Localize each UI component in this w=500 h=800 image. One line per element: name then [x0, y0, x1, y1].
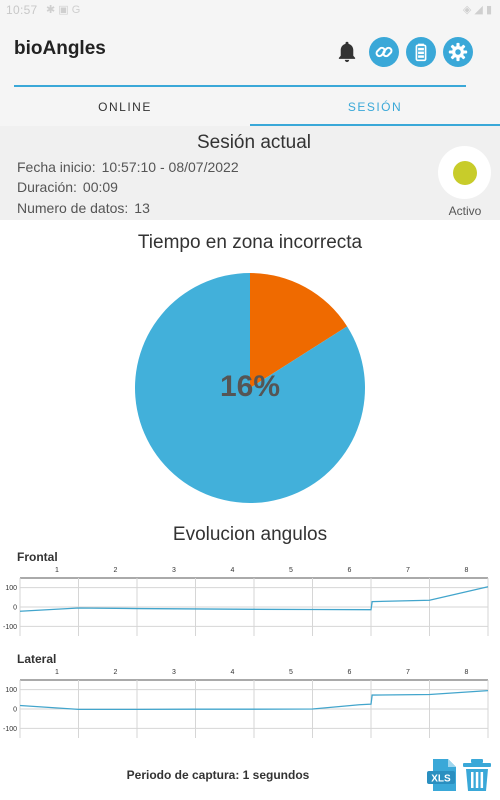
session-duration-row: Duración: 00:09	[17, 179, 118, 195]
battery-icon[interactable]	[406, 37, 436, 67]
lateral-chart-label: Lateral	[17, 652, 57, 666]
status-label: Activo	[448, 204, 482, 218]
lateral-x-tick: 3	[172, 669, 176, 676]
frontal-x-tick: 6	[348, 567, 352, 574]
status-time: 10:57	[6, 3, 38, 17]
lateral-x-tick: 1	[55, 669, 59, 676]
frontal-x-tick: 4	[231, 567, 235, 574]
frontal-x-tick: 7	[406, 567, 410, 574]
header-actions	[332, 37, 473, 67]
trash-icon[interactable]	[461, 758, 493, 792]
session-duration-value: 00:09	[82, 179, 118, 195]
gear-icon[interactable]	[443, 37, 473, 67]
pie-center-label: 16%	[219, 370, 281, 403]
frontal-y-tick: 100	[5, 585, 17, 592]
frontal-x-tick: 1	[55, 567, 59, 574]
tab-bar: ONLINE SESIÓN	[0, 90, 500, 126]
lateral-x-tick: 5	[289, 669, 293, 676]
app-bar: bioAngles	[0, 22, 500, 90]
session-duration-label: Duración:	[17, 179, 77, 195]
status-dot	[452, 160, 477, 185]
pie-chart-title: Tiempo en zona incorrecta	[137, 232, 363, 253]
session-heading: Sesión actual	[196, 132, 312, 153]
evolution-title: Evolucion angulos	[172, 524, 328, 545]
lateral-y-tick: 100	[5, 687, 17, 694]
tab-online[interactable]: ONLINE	[98, 100, 152, 114]
session-count-value: 13	[134, 200, 150, 216]
session-count-label: Numero de datos:	[17, 200, 129, 216]
session-start-row: Fecha inicio: 10:57:10 - 08/07/2022	[17, 159, 239, 175]
lateral-y-tick: -100	[3, 726, 17, 733]
capture-period-text: Periodo de captura: 1 segundos	[126, 768, 310, 782]
session-start-value: 10:57:10 - 08/07/2022	[101, 159, 239, 175]
lateral-x-tick: 2	[114, 669, 118, 676]
session-start-label: Fecha inicio:	[17, 159, 96, 175]
xls-export-icon[interactable]: XLS	[427, 758, 459, 792]
tab-selected-indicator	[250, 124, 500, 126]
frontal-x-tick: 5	[289, 567, 293, 574]
status-indicator	[438, 146, 491, 199]
session-panel: Sesión actual Fecha inicio: 10:57:10 - 08…	[0, 126, 500, 220]
tab-sesion[interactable]: SESIÓN	[347, 100, 403, 114]
lateral-y-tick: 0	[13, 707, 17, 714]
frontal-x-tick: 3	[172, 567, 176, 574]
app-title: bioAngles	[14, 38, 106, 59]
frontal-series-line	[19, 586, 489, 612]
status-bar: 10:57 ✱ ▣ G ◈ ◢ ▮	[0, 0, 500, 22]
lateral-x-tick: 4	[231, 669, 235, 676]
frontal-y-tick: -100	[3, 624, 17, 631]
status-icons: ✱ ▣ G	[46, 4, 81, 16]
session-count-row: Numero de datos: 13	[17, 200, 150, 216]
pie-slice-correct	[134, 273, 365, 503]
frontal-x-tick: 2	[114, 567, 118, 574]
status-system-icons: ◈ ◢ ▮	[462, 4, 492, 16]
lateral-x-tick: 7	[406, 669, 410, 676]
lateral-x-tick: 8	[465, 669, 469, 676]
app-bar-divider	[14, 85, 466, 87]
xls-export-label: XLS	[431, 774, 451, 785]
bell-icon[interactable]	[332, 37, 362, 67]
pie-chart	[134, 272, 366, 504]
frontal-x-tick: 8	[465, 567, 469, 574]
lateral-x-tick: 6	[348, 669, 352, 676]
frontal-chart-label: Frontal	[17, 550, 58, 564]
pie-slice-incorrect	[250, 273, 348, 388]
lateral-series-line	[19, 689, 489, 711]
link-icon[interactable]	[369, 37, 399, 67]
frontal-y-tick: 0	[13, 605, 17, 612]
